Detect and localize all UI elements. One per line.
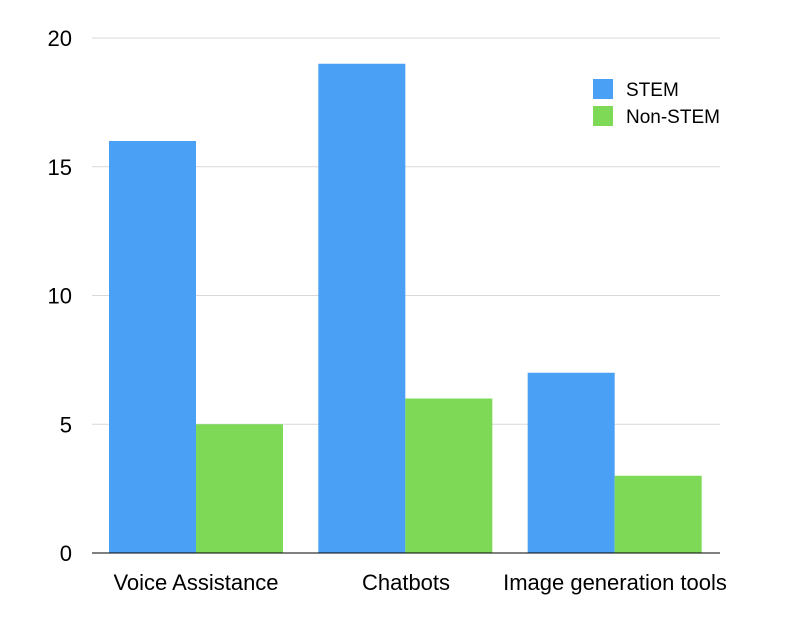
bar-non-stem-chatbots [405, 398, 493, 553]
x-category-label: Chatbots [362, 570, 450, 595]
bars [109, 63, 702, 553]
legend-swatch-stem [593, 79, 613, 99]
y-tick-label: 0 [60, 541, 72, 566]
bar-stem-image-generation-tools [527, 372, 615, 553]
x-category-label: Voice Assistance [113, 570, 278, 595]
bar-non-stem-image-generation-tools [614, 475, 702, 553]
bar-stem-chatbots [318, 63, 406, 553]
bar-non-stem-voice-assistance [196, 424, 283, 553]
x-category-label: Image generation tools [503, 570, 727, 595]
y-tick-label: 20 [48, 26, 72, 51]
legend-swatch-non-stem [593, 106, 613, 126]
y-tick-labels: 0 5 10 15 20 [48, 26, 72, 566]
bar-stem-voice-assistance [109, 141, 196, 553]
legend-label-stem: STEM [626, 80, 679, 101]
x-category-labels: Voice Assistance Chatbots Image generation… [113, 570, 726, 595]
y-tick-label: 5 [60, 412, 72, 437]
y-tick-label: 15 [48, 155, 72, 180]
legend-label-non-stem: Non-STEM [626, 107, 720, 128]
legend: STEM Non-STEM [593, 79, 720, 128]
y-tick-label: 10 [48, 284, 72, 309]
